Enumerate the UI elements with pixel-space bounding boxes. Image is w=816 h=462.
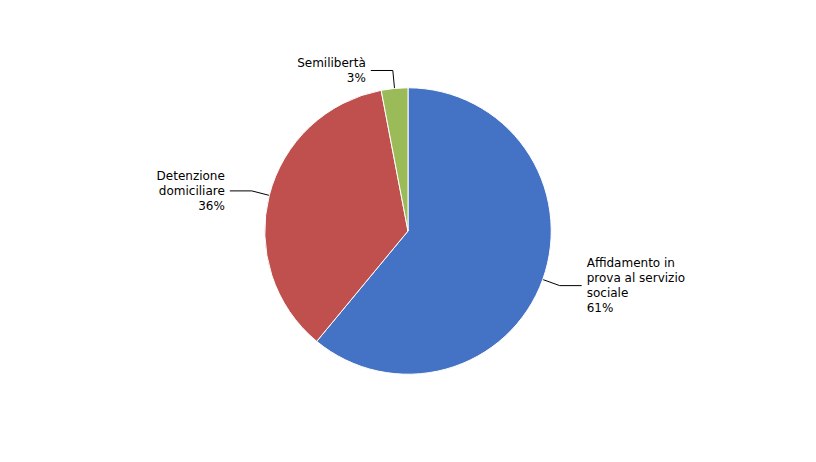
svg-text:prova al servizio: prova al servizio (587, 271, 685, 285)
svg-text:Affidamento in: Affidamento in (587, 256, 675, 270)
svg-text:3%: 3% (347, 71, 366, 85)
svg-text:Detenzione: Detenzione (157, 169, 225, 183)
svg-text:36%: 36% (198, 199, 225, 213)
svg-text:Semilibertà: Semilibertà (297, 56, 366, 70)
svg-text:sociale: sociale (587, 286, 629, 300)
svg-text:domiciliare: domiciliare (159, 184, 225, 198)
svg-text:61%: 61% (587, 301, 614, 315)
